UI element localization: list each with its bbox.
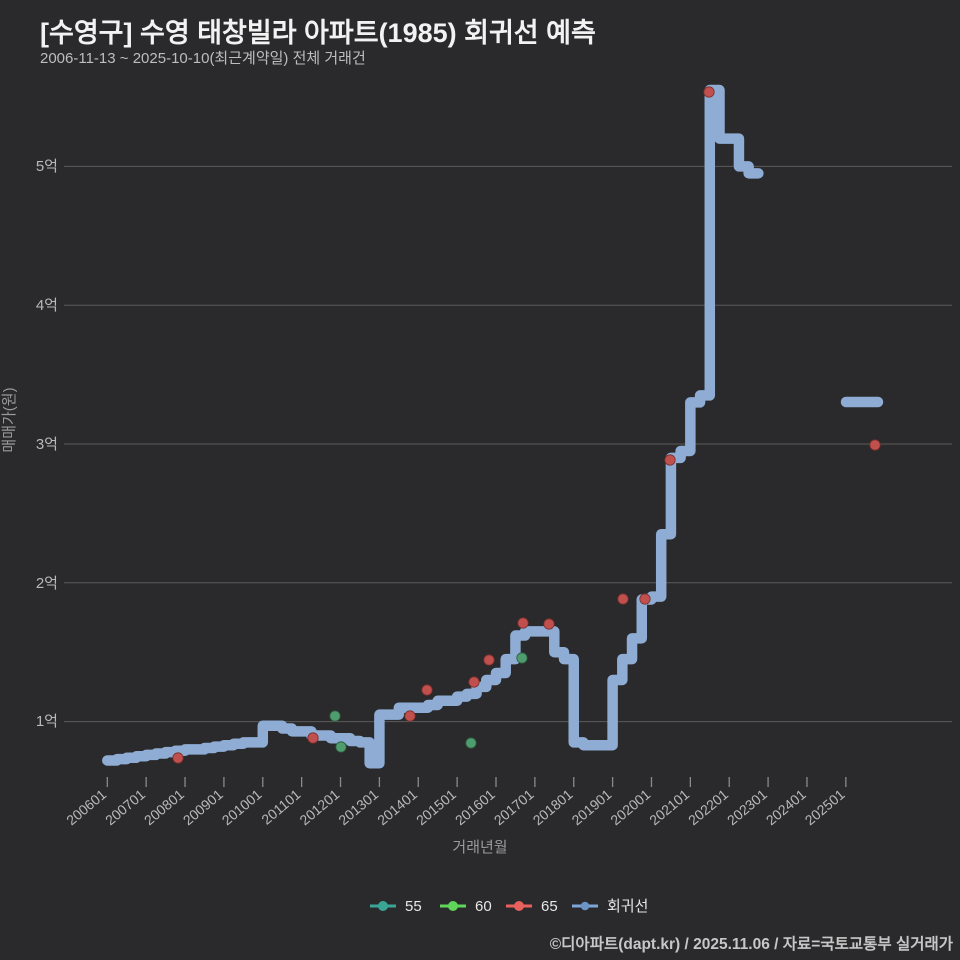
svg-text:200901: 200901 (180, 786, 226, 828)
svg-text:1억: 1억 (36, 713, 58, 730)
svg-text:201901: 201901 (568, 786, 614, 828)
svg-text:201501: 201501 (413, 786, 459, 828)
svg-text:2억: 2억 (36, 575, 58, 592)
svg-text:202101: 202101 (646, 786, 692, 828)
svg-text:©디아파트(dapt.kr) / 2025.11.06 /: ©디아파트(dapt.kr) / 2025.11.06 / 자료=국토교통부 실… (550, 935, 954, 953)
svg-text:매매가(원): 매매가(원) (1, 387, 18, 452)
svg-text:3억: 3억 (36, 436, 58, 453)
svg-text:202401: 202401 (763, 786, 809, 828)
svg-text:202501: 202501 (802, 786, 848, 828)
svg-text:65: 65 (541, 898, 558, 915)
svg-text:200801: 200801 (141, 786, 187, 828)
svg-text:201001: 201001 (219, 786, 265, 828)
svg-text:4억: 4억 (36, 297, 58, 314)
svg-text:201301: 201301 (335, 786, 381, 828)
svg-text:201801: 201801 (530, 786, 576, 828)
svg-text:201401: 201401 (374, 786, 420, 828)
svg-text:5억: 5억 (36, 158, 58, 175)
svg-text:60: 60 (475, 898, 492, 915)
svg-text:회귀선: 회귀선 (607, 898, 648, 915)
svg-text:202201: 202201 (685, 786, 731, 828)
svg-text:201201: 201201 (296, 786, 342, 828)
svg-text:202001: 202001 (607, 786, 653, 828)
svg-text:201101: 201101 (258, 786, 303, 828)
svg-text:200601: 200601 (63, 786, 109, 828)
svg-text:201701: 201701 (491, 786, 537, 828)
svg-text:201601: 201601 (452, 786, 498, 828)
svg-text:55: 55 (405, 898, 422, 915)
svg-text:200701: 200701 (102, 786, 148, 828)
svg-text:202301: 202301 (724, 786, 770, 828)
svg-text:거래년월: 거래년월 (452, 839, 507, 856)
